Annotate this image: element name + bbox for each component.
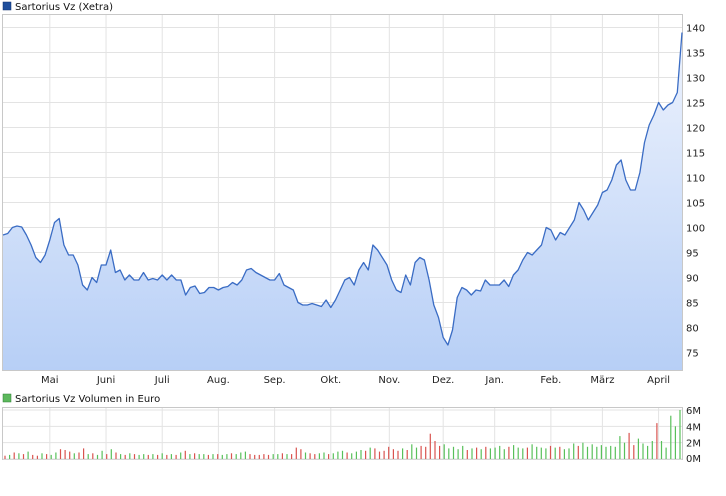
price-y-axis: 75 80 85 90 95 100 105 110 115 120 125 130 135 140 [686, 24, 705, 360]
y-tick-label: 140 [686, 24, 705, 35]
x-tick-label: Mai [41, 375, 59, 386]
y-tick-label: 135 [686, 49, 705, 60]
volume-y-tick-label: 6M [686, 406, 701, 417]
x-tick-label: Juli [154, 375, 170, 386]
x-tick-label: Jan. [484, 375, 504, 386]
x-tick-label: Juni [96, 375, 115, 386]
price-area-fill [3, 32, 682, 370]
y-tick-label: 110 [686, 174, 705, 185]
y-tick-label: 90 [686, 274, 699, 285]
x-tick-label: Dez. [432, 375, 454, 386]
price-legend-swatch [2, 1, 12, 11]
x-tick-label: April [647, 375, 670, 386]
price-line [2, 32, 683, 346]
volume-x-gridlines [49, 408, 660, 459]
volume-y-tick-label: 2M [686, 439, 701, 450]
price-chart-title: Sartorius Vz (Xetra) [15, 2, 113, 13]
volume-y-tick-label: 4M [686, 422, 701, 433]
x-tick-label: Okt. [320, 375, 341, 386]
y-tick-label: 85 [686, 299, 699, 310]
volume-bars [4, 410, 681, 459]
y-tick-label: 100 [686, 224, 705, 235]
y-tick-label: 105 [686, 199, 705, 210]
y-tick-label: 75 [686, 349, 699, 360]
y-tick-label: 125 [686, 99, 705, 110]
x-tick-label: Feb. [540, 375, 561, 386]
y-tick-label: 115 [686, 149, 705, 160]
x-tick-label: März [590, 375, 614, 386]
y-tick-label: 130 [686, 74, 705, 85]
x-tick-label: Aug. [207, 375, 230, 386]
volume-y-axis: 0M 2M 4M 6M [686, 406, 701, 465]
volume-y-tick-label: 0M [686, 454, 701, 465]
volume-chart-title: Sartorius Vz Volumen in Euro [15, 394, 160, 405]
volume-legend-swatch [2, 393, 12, 403]
y-tick-label: 120 [686, 124, 705, 135]
x-tick-label: Nov. [378, 375, 400, 386]
y-tick-label: 95 [686, 249, 699, 260]
price-x-axis: Mai Juni Juli Aug. Sep. Okt. Nov. Dez. Jan. Feb. M… [41, 375, 670, 386]
x-tick-label: Sep. [264, 375, 286, 386]
y-tick-label: 80 [686, 324, 699, 335]
